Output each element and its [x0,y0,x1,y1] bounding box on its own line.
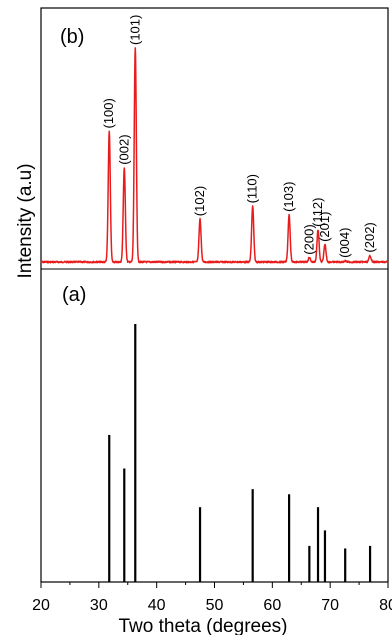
x-tick-label: 70 [321,597,339,614]
peak-label: (200) [301,224,316,254]
peak-label: (112) [310,198,325,227]
reference-bar [198,507,202,582]
panel-b-xrd-curve [40,47,389,264]
reference-bar [108,434,111,582]
x-tick-label: 30 [90,597,108,614]
reference-bar [368,545,372,582]
peak-label: (110) [245,174,260,203]
x-tick-label: 40 [148,597,166,614]
panel-b: (b) (100)(002)(101)(102) (110) (103)(200)(… [40,15,389,264]
x-tick-label: 80 [379,597,392,614]
plot-frame [40,7,389,583]
reference-bar [123,468,126,582]
peak-label: (100) [101,98,116,128]
x-axis-label: Two theta (degrees) [119,616,288,635]
peak-label: (201) [317,212,332,242]
peak-label: (002) [116,134,131,164]
reference-bar [308,545,311,582]
y-axis-label: Intensity (a.u) [15,163,36,278]
x-tick-label: 50 [206,597,224,614]
peak-label: (004) [337,228,352,258]
x-tick-label: 20 [32,597,50,614]
reference-bar [316,507,320,582]
panel-a-reference-bars [108,324,372,582]
reference-bar [288,494,291,582]
peak-label: (202) [362,222,377,252]
reference-bar [344,548,347,582]
panel-a: (a) [62,284,372,582]
reference-bar [134,324,137,582]
peak-labels: (100)(002) (101) (102) (110) (103) (200)(112)… [101,15,377,258]
x-tick-label: 60 [263,597,281,614]
peak-label: (103) [281,182,296,212]
reference-bar [251,489,254,582]
x-axis-ticks: 20 30 40 50 60 70 80 [32,582,392,614]
panel-b-label: (b) [60,26,84,48]
peak-label: (101) [127,15,142,45]
panel-a-label: (a) [62,284,86,306]
peak-label: (102) [192,186,207,216]
reference-bar [323,530,327,582]
